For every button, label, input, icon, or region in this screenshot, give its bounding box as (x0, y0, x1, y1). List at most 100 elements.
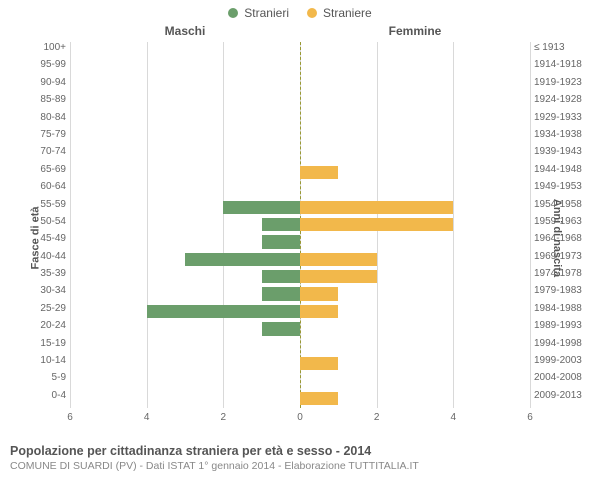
legend-label-male: Stranieri (244, 6, 289, 20)
y-label-birth: 1994-1998 (534, 338, 590, 349)
bar-female (300, 270, 377, 283)
age-row: 20-241989-1993 (70, 320, 530, 337)
y-label-age: 40-44 (20, 251, 66, 262)
y-label-birth: 1934-1938 (534, 129, 590, 140)
y-label-birth: 1979-1983 (534, 285, 590, 296)
bar-male (262, 218, 300, 231)
bar-male (262, 270, 300, 283)
gridline (530, 42, 531, 408)
legend-label-female: Straniere (323, 6, 372, 20)
y-label-age: 0-4 (20, 390, 66, 401)
y-label-age: 15-19 (20, 338, 66, 349)
chart: Fasce di età Anni di nascita 100+≤ 19139… (0, 38, 600, 438)
age-row: 70-741939-1943 (70, 146, 530, 163)
x-tick-label: 6 (527, 412, 533, 423)
age-row: 65-691944-1948 (70, 164, 530, 181)
panel-title-female: Femmine (300, 24, 600, 38)
legend-swatch-male (228, 8, 238, 18)
y-label-birth: 1914-1918 (534, 59, 590, 70)
bar-male (147, 305, 300, 318)
x-axis-ticks: 6 4 2 0 2 4 6 (70, 412, 530, 426)
age-row: 35-391974-1978 (70, 268, 530, 285)
age-row: 25-291984-1988 (70, 303, 530, 320)
y-label-age: 25-29 (20, 303, 66, 314)
y-label-birth: 1964-1968 (534, 233, 590, 244)
y-label-age: 75-79 (20, 129, 66, 140)
y-label-age: 45-49 (20, 233, 66, 244)
y-label-birth: ≤ 1913 (534, 42, 590, 53)
bar-female (300, 166, 338, 179)
x-tick-label: 4 (451, 412, 457, 423)
age-row: 15-191994-1998 (70, 338, 530, 355)
age-row: 30-341979-1983 (70, 285, 530, 302)
caption: Popolazione per cittadinanza straniera p… (0, 438, 600, 472)
caption-sub: COMUNE DI SUARDI (PV) - Dati ISTAT 1° ge… (10, 460, 590, 472)
y-label-birth: 1969-1973 (534, 251, 590, 262)
legend-item-female: Straniere (307, 6, 372, 20)
age-row: 85-891924-1928 (70, 94, 530, 111)
y-label-birth: 1929-1933 (534, 112, 590, 123)
legend: Stranieri Straniere (0, 0, 600, 20)
y-label-birth: 1989-1993 (534, 320, 590, 331)
age-row: 100+≤ 1913 (70, 42, 530, 59)
y-label-age: 5-9 (20, 372, 66, 383)
caption-title: Popolazione per cittadinanza straniera p… (10, 444, 590, 458)
y-label-age: 60-64 (20, 181, 66, 192)
age-row: 10-141999-2003 (70, 355, 530, 372)
y-label-birth: 1939-1943 (534, 146, 590, 157)
y-label-birth: 1919-1923 (534, 77, 590, 88)
bar-male (262, 322, 300, 335)
y-label-age: 90-94 (20, 77, 66, 88)
bar-male (185, 253, 300, 266)
bar-female (300, 287, 338, 300)
y-label-age: 55-59 (20, 199, 66, 210)
plot-area: 100+≤ 191395-991914-191890-941919-192385… (70, 42, 530, 408)
y-label-age: 85-89 (20, 94, 66, 105)
age-row: 80-841929-1933 (70, 112, 530, 129)
y-label-birth: 1984-1988 (534, 303, 590, 314)
age-row: 95-991914-1918 (70, 59, 530, 76)
y-label-age: 70-74 (20, 146, 66, 157)
y-label-age: 20-24 (20, 320, 66, 331)
y-label-age: 30-34 (20, 285, 66, 296)
panel-titles: Maschi Femmine (0, 24, 600, 38)
age-row: 5-92004-2008 (70, 372, 530, 389)
age-row: 40-441969-1973 (70, 251, 530, 268)
y-label-birth: 1949-1953 (534, 181, 590, 192)
y-label-birth: 1944-1948 (534, 164, 590, 175)
legend-swatch-female (307, 8, 317, 18)
y-label-birth: 1974-1978 (534, 268, 590, 279)
y-label-birth: 1959-1963 (534, 216, 590, 227)
legend-item-male: Stranieri (228, 6, 289, 20)
bar-female (300, 253, 377, 266)
y-label-age: 100+ (20, 42, 66, 53)
x-tick-label: 6 (67, 412, 73, 423)
y-label-age: 35-39 (20, 268, 66, 279)
age-row: 90-941919-1923 (70, 77, 530, 94)
y-label-age: 50-54 (20, 216, 66, 227)
x-tick-label: 2 (221, 412, 227, 423)
y-label-birth: 1954-1958 (534, 199, 590, 210)
y-label-birth: 1999-2003 (534, 355, 590, 366)
x-tick-label: 0 (297, 412, 303, 423)
panel-title-male: Maschi (0, 24, 300, 38)
age-row: 60-641949-1953 (70, 181, 530, 198)
age-row: 75-791934-1938 (70, 129, 530, 146)
x-tick-label: 2 (374, 412, 380, 423)
bar-male (223, 201, 300, 214)
bar-female (300, 201, 453, 214)
age-row: 50-541959-1963 (70, 216, 530, 233)
age-row: 0-42009-2013 (70, 390, 530, 407)
bar-female (300, 357, 338, 370)
bar-female (300, 392, 338, 405)
age-row: 45-491964-1968 (70, 233, 530, 250)
x-tick-label: 4 (144, 412, 150, 423)
y-label-age: 10-14 (20, 355, 66, 366)
bar-female (300, 218, 453, 231)
bars-container: 100+≤ 191395-991914-191890-941919-192385… (70, 42, 530, 407)
y-label-birth: 2004-2008 (534, 372, 590, 383)
y-label-birth: 1924-1928 (534, 94, 590, 105)
y-label-age: 80-84 (20, 112, 66, 123)
bar-female (300, 305, 338, 318)
y-label-age: 65-69 (20, 164, 66, 175)
